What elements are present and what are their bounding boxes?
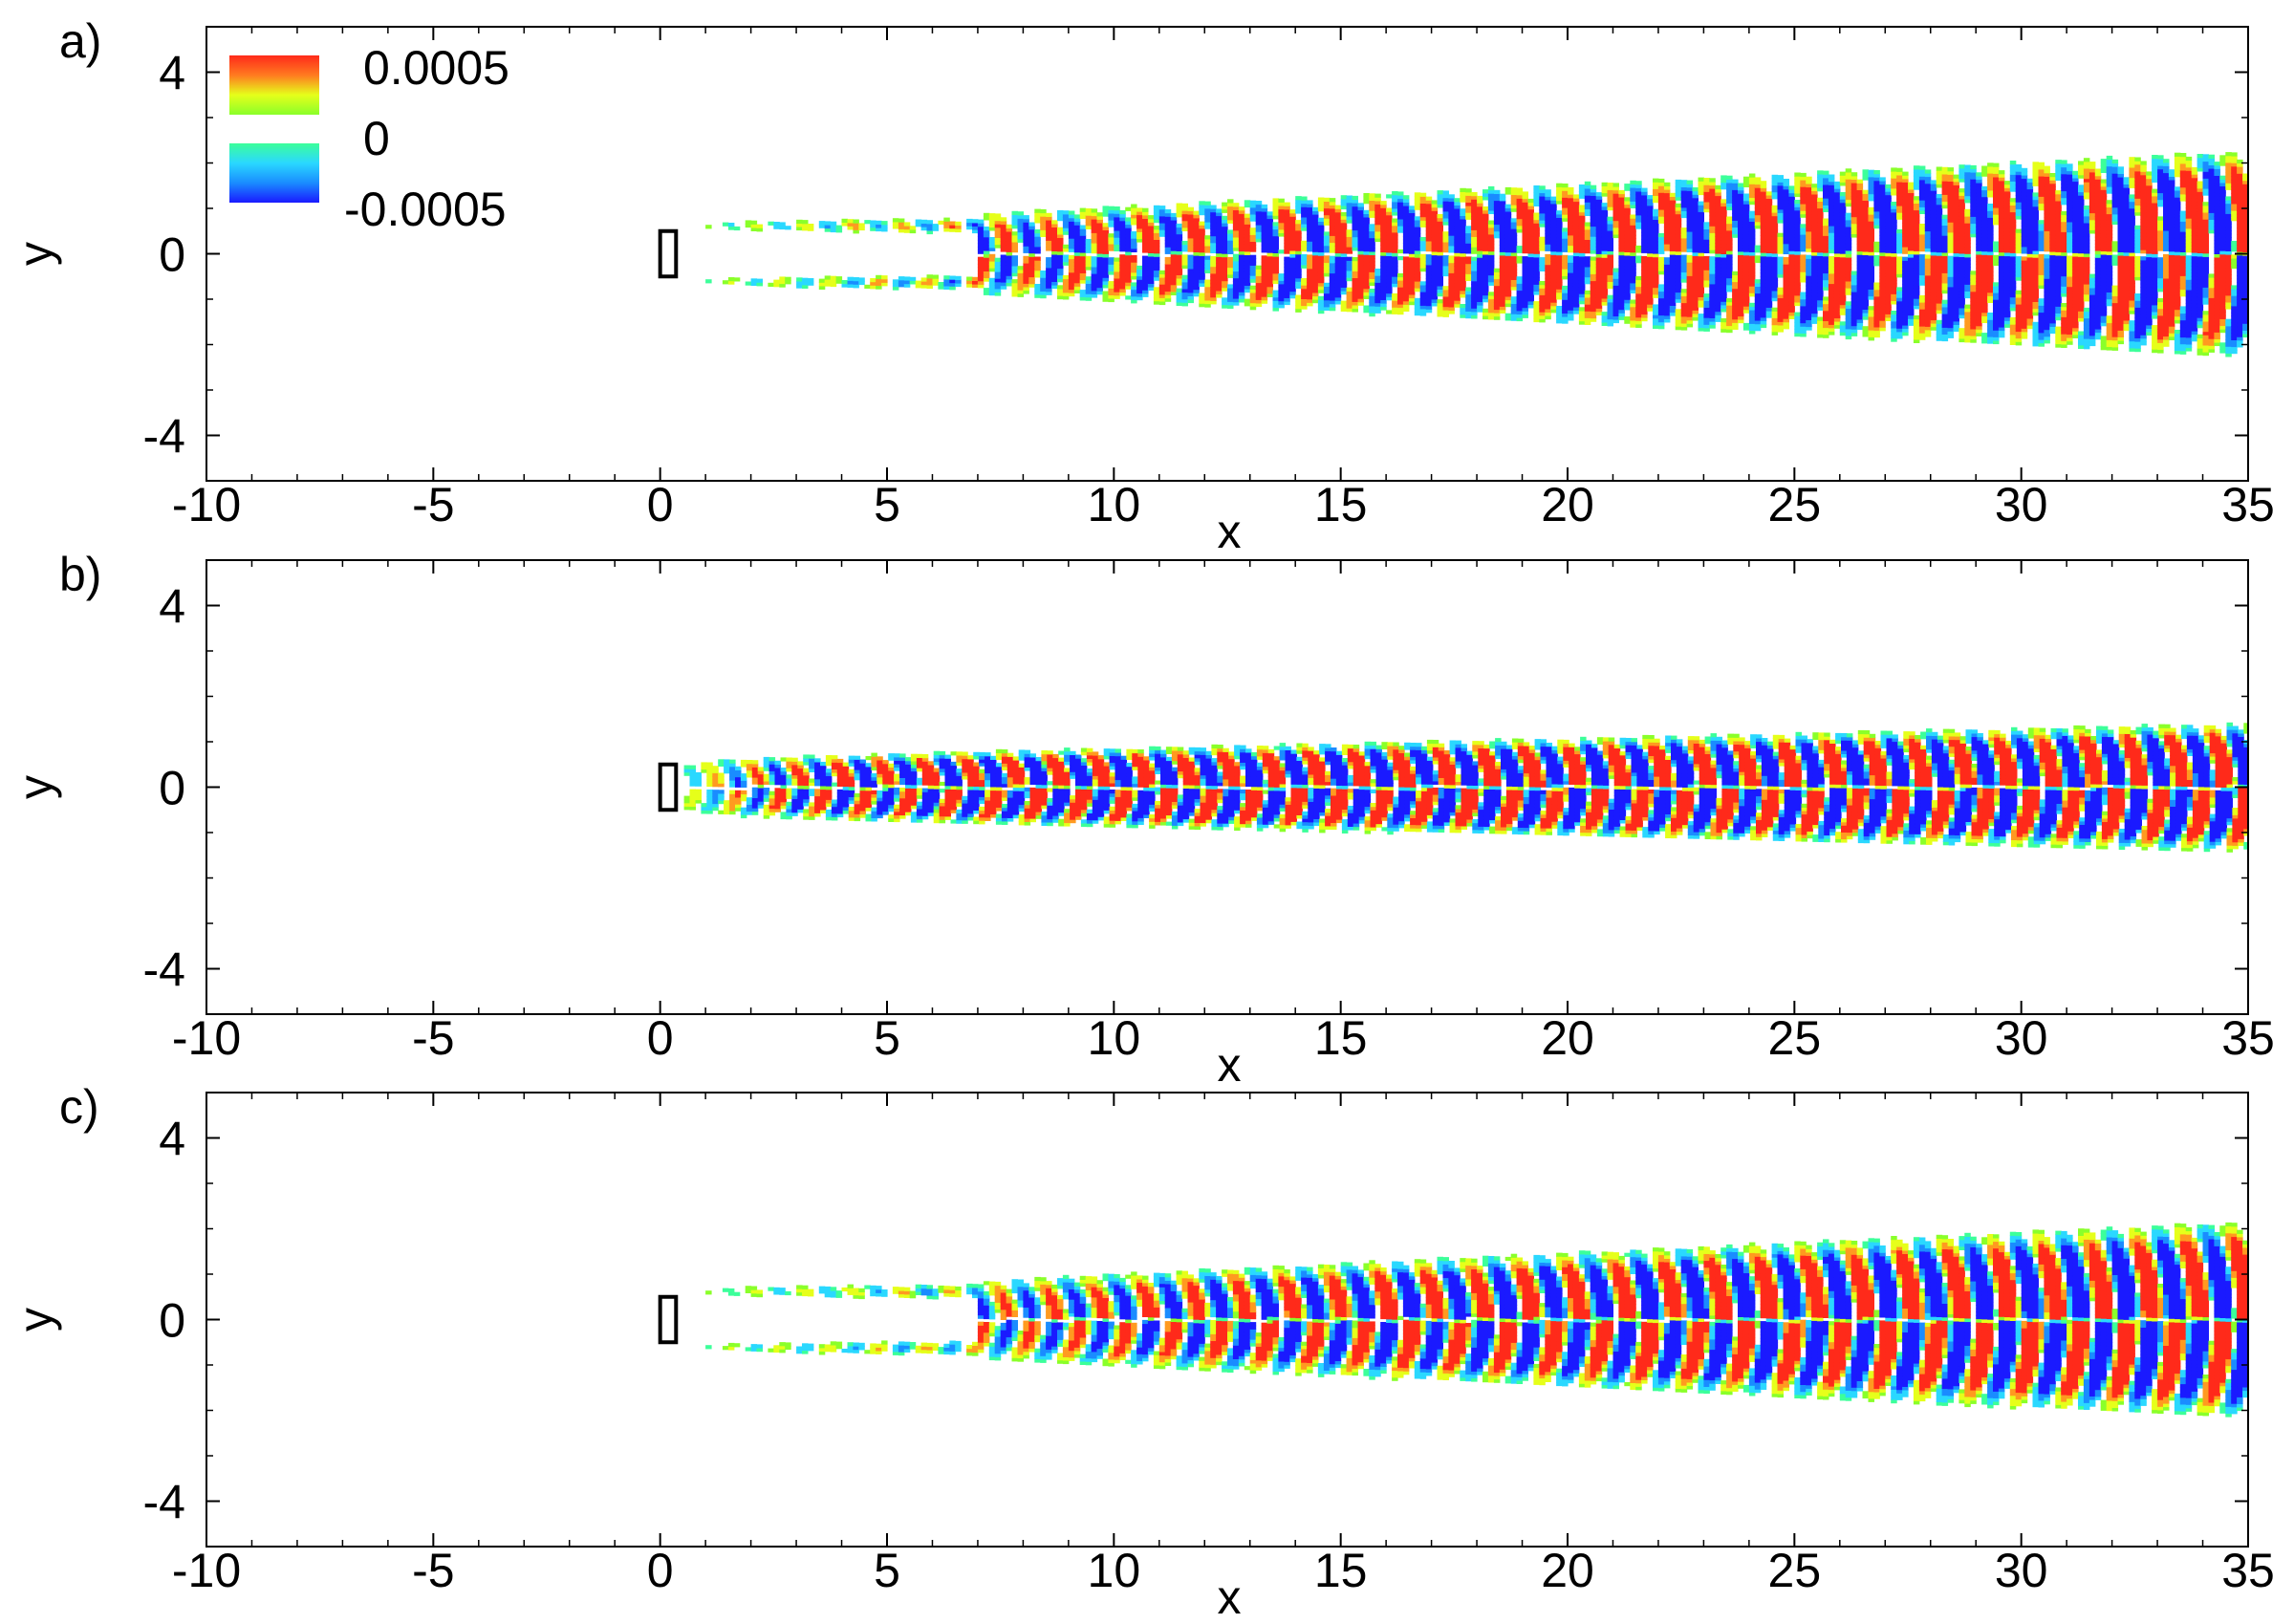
x-tick-label: -10 xyxy=(172,1544,241,1597)
y-axis-label: y xyxy=(9,1308,62,1332)
y-tick-label: 0 xyxy=(159,1294,185,1348)
x-axis-label: x xyxy=(1218,1038,1242,1092)
x-tick-label: 15 xyxy=(1314,1544,1368,1597)
x-tick-label: 0 xyxy=(647,1544,674,1597)
x-tick-label: 35 xyxy=(2221,478,2275,531)
body-outline xyxy=(658,1294,679,1345)
x-tick-label: 30 xyxy=(1995,1544,2048,1597)
x-tick-label: 25 xyxy=(1768,1011,1822,1065)
legend-swatch xyxy=(229,143,319,203)
legend-swatch xyxy=(229,55,319,115)
y-axis-label: y xyxy=(9,775,62,799)
contour-field xyxy=(705,1222,2248,1418)
x-tick-label: 15 xyxy=(1314,1011,1368,1065)
x-tick-label: 5 xyxy=(874,1011,900,1065)
contour-field xyxy=(683,722,2248,853)
x-tick-label: 10 xyxy=(1088,478,1141,531)
y-tick-label: 4 xyxy=(159,47,185,100)
x-tick-label: 20 xyxy=(1541,478,1594,531)
panel-label: a) xyxy=(59,14,101,68)
x-tick-label: 10 xyxy=(1088,1544,1141,1597)
x-tick-label: 30 xyxy=(1995,1011,2048,1065)
x-tick-label: 5 xyxy=(874,1544,900,1597)
legend-label: 0 xyxy=(363,112,390,165)
x-tick-label: 25 xyxy=(1768,1544,1822,1597)
legend-label: -0.0005 xyxy=(344,183,507,236)
legend: 0.0005 0 -0.0005 xyxy=(229,41,509,236)
legend-label: 0.0005 xyxy=(363,41,509,95)
y-tick-label: 0 xyxy=(159,228,185,282)
y-tick-label: -4 xyxy=(143,410,185,464)
y-tick-label: 4 xyxy=(159,580,185,634)
x-tick-label: 20 xyxy=(1541,1011,1594,1065)
panel-label: b) xyxy=(59,548,101,601)
y-axis-label: y xyxy=(9,242,62,266)
panel-label: c) xyxy=(59,1080,99,1134)
x-tick-label: 10 xyxy=(1088,1011,1141,1065)
y-tick-label: 0 xyxy=(159,762,185,815)
x-tick-label: 0 xyxy=(647,478,674,531)
y-tick-label: -4 xyxy=(143,943,185,997)
body-outline xyxy=(658,762,679,812)
x-tick-label: 35 xyxy=(2221,1011,2275,1065)
x-axis-label: x xyxy=(1218,505,1242,558)
x-tick-label: -10 xyxy=(172,478,241,531)
x-tick-label: 20 xyxy=(1541,1544,1594,1597)
x-tick-label: 15 xyxy=(1314,478,1368,531)
x-tick-label: 0 xyxy=(647,1011,674,1065)
x-tick-label: 30 xyxy=(1995,478,2048,531)
y-tick-label: 4 xyxy=(159,1113,185,1166)
x-tick-label: 35 xyxy=(2221,1544,2275,1597)
contour-field xyxy=(705,152,2248,357)
x-axis-label: x xyxy=(1218,1570,1242,1624)
x-tick-label: -5 xyxy=(412,478,454,531)
x-tick-label: -5 xyxy=(412,1011,454,1065)
x-tick-label: 25 xyxy=(1768,478,1822,531)
x-tick-label: 5 xyxy=(874,478,900,531)
x-tick-label: -5 xyxy=(412,1544,454,1597)
x-tick-label: -10 xyxy=(172,1011,241,1065)
body-outline xyxy=(658,228,679,279)
y-tick-label: -4 xyxy=(143,1476,185,1529)
